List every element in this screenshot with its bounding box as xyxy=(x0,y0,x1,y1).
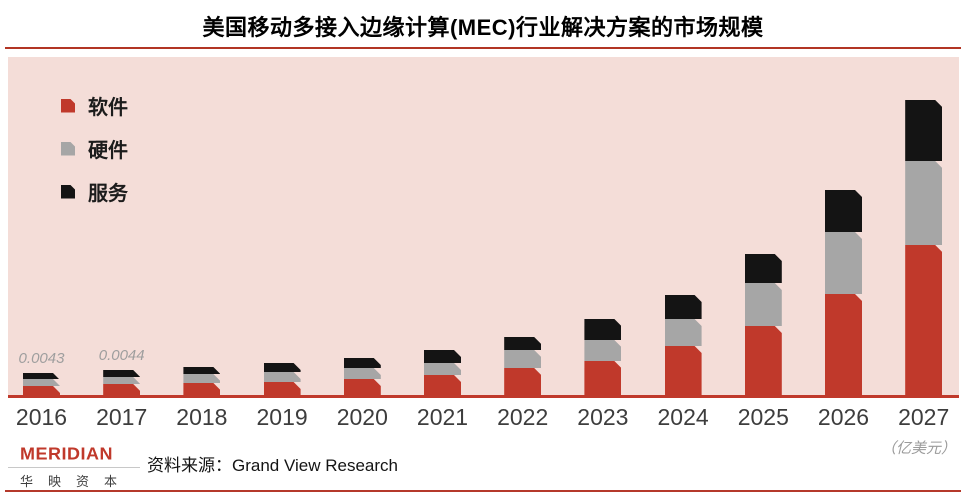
bar-segment-services xyxy=(23,373,60,379)
bar-segment-services xyxy=(905,100,942,161)
unit-label: （亿美元） xyxy=(880,440,956,457)
bar-2020 xyxy=(344,358,381,396)
bar-segment-services xyxy=(424,350,461,363)
bar-segment-services xyxy=(103,370,140,377)
bar-2024 xyxy=(665,295,702,396)
x-axis-label-2023: 2023 xyxy=(577,404,629,430)
x-axis-label-2019: 2019 xyxy=(256,404,308,430)
bar-segment-hardware xyxy=(825,232,862,294)
bar-segment-software xyxy=(825,294,862,396)
bar-segment-services xyxy=(584,319,621,340)
legend-label-software: 软件 xyxy=(88,97,128,119)
bar-segment-software xyxy=(745,326,782,396)
bar-2027 xyxy=(905,100,942,396)
bar-segment-hardware xyxy=(264,372,301,382)
bar-segment-software xyxy=(344,379,381,396)
bar-segment-hardware xyxy=(183,374,220,383)
x-axis-label-2027: 2027 xyxy=(898,404,950,430)
x-axis-labels: 2016 2017 2018 2019 2020 2021 2022 2023 2024 2025… xyxy=(8,404,959,430)
bar-segment-hardware xyxy=(905,161,942,245)
legend-item-hardware: 硬件 xyxy=(61,138,128,162)
bar-value-label: 0.0044 xyxy=(98,347,145,364)
bar-2016 xyxy=(23,373,60,396)
bar-segment-software xyxy=(665,346,702,396)
bar-segment-services xyxy=(825,190,862,232)
x-axis-label-2016: 2016 xyxy=(15,404,68,430)
bar-segment-software xyxy=(103,384,140,396)
bar-segment-hardware xyxy=(665,319,702,346)
x-axis-label-2021: 2021 xyxy=(416,404,469,430)
legend-label-hardware: 硬件 xyxy=(88,140,128,162)
x-axis-label-2018: 2018 xyxy=(176,404,228,430)
logo-divider xyxy=(8,467,140,468)
legend-swatch-services-icon xyxy=(61,185,75,199)
x-axis-label-2026: 2026 xyxy=(817,404,870,430)
bar-2025 xyxy=(745,254,782,396)
bar-value-label: 0.0043 xyxy=(18,350,65,367)
meridian-logo: MERIDIAN xyxy=(20,444,113,464)
logo-subtitle: 华映资本 xyxy=(20,474,133,489)
legend-swatch-software-icon xyxy=(61,99,75,113)
bar-segment-hardware xyxy=(344,368,381,379)
bar-segment-hardware xyxy=(504,350,541,368)
bar-segment-software xyxy=(264,382,301,396)
page-title: 美国移动多接入边缘计算(MEC)行业解决方案的市场规模 xyxy=(202,15,764,40)
bar-segment-hardware xyxy=(103,377,140,384)
bar-segment-software xyxy=(905,245,942,396)
chart-area: 软件 硬件 服务 0.0043 0.0044 xyxy=(8,57,959,398)
bar-segment-software xyxy=(23,386,60,396)
bar-2017 xyxy=(103,370,140,396)
title-divider-rule xyxy=(5,47,961,49)
bar-segment-services xyxy=(745,254,782,283)
bar-segment-services xyxy=(665,295,702,319)
bar-segment-hardware xyxy=(745,283,782,326)
x-axis-label-2024: 2024 xyxy=(657,404,709,430)
bar-segment-services xyxy=(344,358,381,368)
bar-segment-hardware xyxy=(424,363,461,375)
legend-label-services: 服务 xyxy=(88,183,128,205)
bar-segment-software xyxy=(183,383,220,396)
bar-2018 xyxy=(183,367,220,396)
bar-segment-software xyxy=(504,368,541,396)
legend-item-software: 软件 xyxy=(61,95,128,119)
bar-2023 xyxy=(584,319,621,396)
legend-item-services: 服务 xyxy=(61,181,128,205)
bar-segment-hardware xyxy=(23,379,60,386)
data-source: 资料来源：Grand View Research xyxy=(147,456,398,475)
x-axis-label-2017: 2017 xyxy=(96,404,148,430)
legend: 软件 硬件 服务 xyxy=(61,95,128,205)
bar-segment-software xyxy=(584,361,621,396)
x-axis-label-2025: 2025 xyxy=(737,404,789,430)
bar-2022 xyxy=(504,337,541,396)
bar-2019 xyxy=(264,363,301,396)
bottom-rule xyxy=(5,490,961,492)
bar-segment-software xyxy=(424,375,461,396)
bar-segment-services xyxy=(264,363,301,372)
x-axis-label-2022: 2022 xyxy=(497,404,549,430)
bar-segment-services xyxy=(183,367,220,374)
x-axis-label-2020: 2020 xyxy=(336,404,388,430)
bar-2021 xyxy=(424,350,461,396)
bar-2026 xyxy=(825,190,862,396)
bar-segment-hardware xyxy=(584,340,621,361)
legend-swatch-hardware-icon xyxy=(61,142,75,156)
bar-segment-services xyxy=(504,337,541,350)
x-axis-line xyxy=(8,395,959,398)
